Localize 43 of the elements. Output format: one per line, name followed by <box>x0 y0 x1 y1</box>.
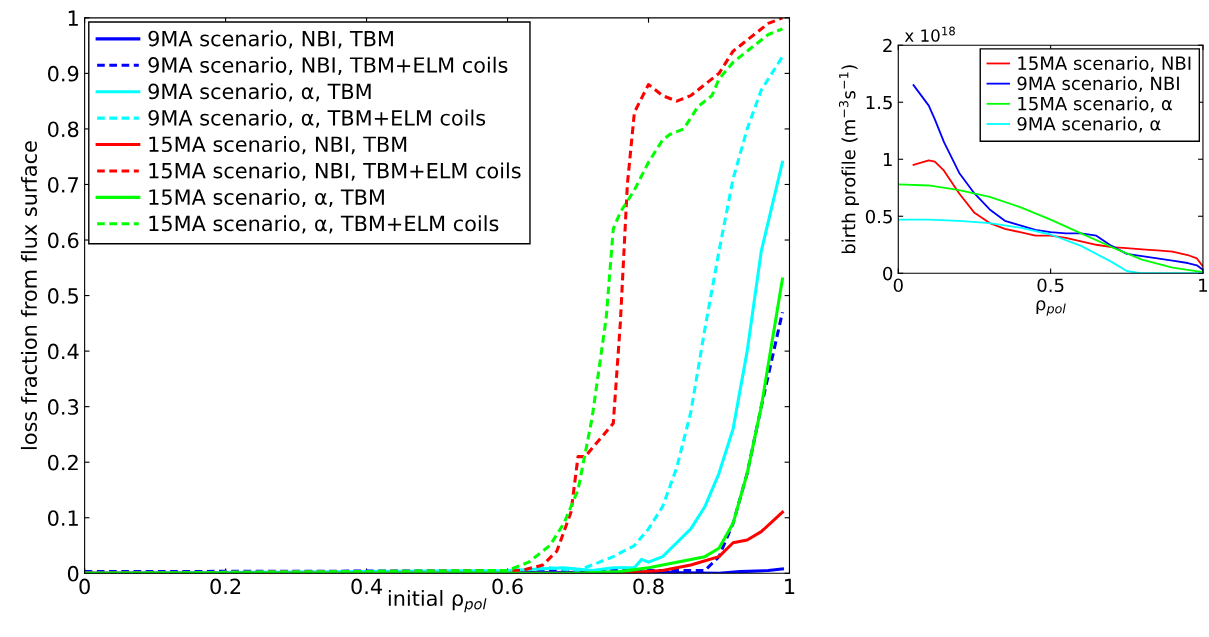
x-tick-label: 0 <box>893 278 903 293</box>
y-tick-label: 0.2 <box>48 454 78 471</box>
legend-label: 15MA scenario, NBI, TBM <box>149 135 407 155</box>
x-tick-label: 1 <box>1199 278 1208 292</box>
y-tick-label: 0 <box>67 565 79 582</box>
legend-label: 9MA scenario, NBI, TBM <box>148 30 393 49</box>
x-tick-label: 1 <box>785 578 795 594</box>
x-tick-label: 0.4 <box>351 578 382 595</box>
y-tick-label: 0.4 <box>48 343 79 360</box>
x-tick-label: 0.2 <box>210 578 241 595</box>
y-axis-title: birth profile (m$^{−3}$s$^{−1}$) <box>838 65 859 254</box>
y-tick-label: 0.5 <box>865 209 892 224</box>
x-axis-title: initial ρ$_{pol}$ <box>388 589 487 613</box>
line-series <box>912 159 1203 268</box>
y-tick-label: 0.8 <box>48 121 79 138</box>
x-tick-label: 0.8 <box>633 578 664 595</box>
text: x 10$^{18}$ <box>904 26 955 42</box>
y-tick-label: 0 <box>883 266 893 281</box>
y-tick-label: 0.6 <box>48 232 79 249</box>
y-tick-label: 1.5 <box>866 95 892 110</box>
x-tick-label: 0.5 <box>1037 278 1064 293</box>
x-tick-label: 0 <box>79 578 90 595</box>
y-tick-label: 0.3 <box>48 399 79 415</box>
legend-label: 9MA scenario, NBI <box>1017 76 1179 93</box>
legend-label: 9MA scenario, NBI, TBM+ELM coils <box>148 56 508 75</box>
y-tick-label: 0.9 <box>48 65 79 82</box>
y-tick-label: 1 <box>883 152 892 167</box>
y-tick-label: 0.5 <box>48 288 78 304</box>
legend-label: 15MA scenario, NBI, TBM+ELM coils <box>149 162 521 181</box>
legend-label: 9MA scenario, α, TBM <box>148 83 371 102</box>
y-tick-label: 2 <box>883 38 892 53</box>
legend-label: 15MA scenario, α, TBM+ELM coils <box>149 215 499 234</box>
legend-label: 15MA scenario, α, TBM <box>149 188 384 208</box>
y-tick-label: 0.7 <box>48 176 78 193</box>
legend-label: 15MA scenario, NBI <box>1018 56 1191 72</box>
x-tick-label: 0.6 <box>492 578 523 595</box>
y-tick-label: 1 <box>68 10 78 26</box>
y-tick-label: 0.1 <box>48 510 78 526</box>
y-axis-title: loss fraction from flux surface <box>20 141 38 450</box>
legend-label: 9MA scenario, α <box>1017 116 1161 133</box>
legend-label: 15MA scenario, α <box>1018 96 1172 113</box>
legend-label: 9MA scenario, α, TBM+ELM coils <box>148 109 486 128</box>
x-axis-title: ρ$_{pol}$ <box>1036 300 1066 316</box>
